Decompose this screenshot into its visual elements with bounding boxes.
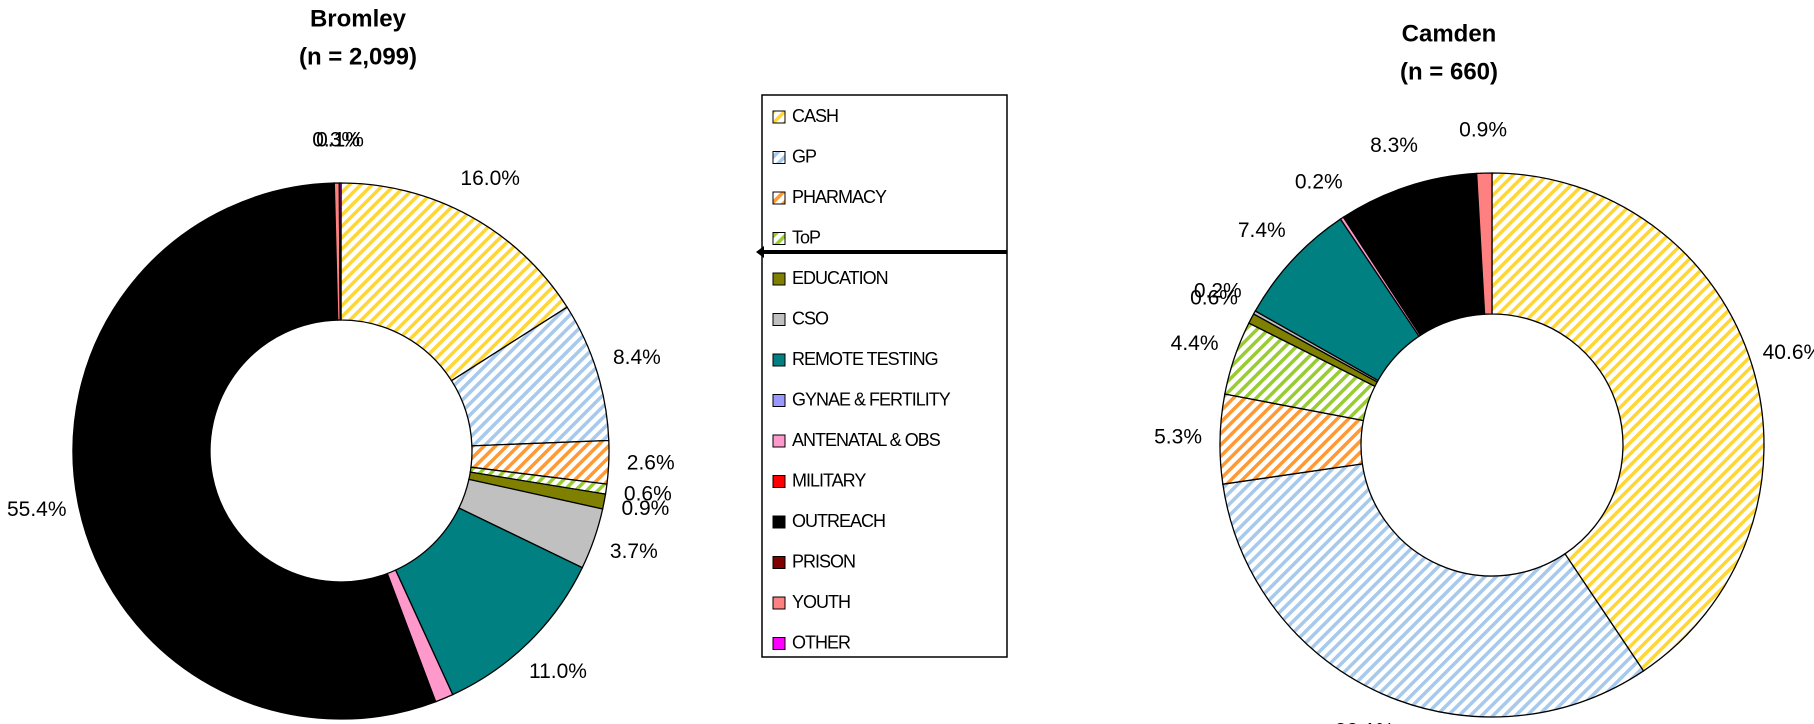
data-label: 0.6% — [624, 483, 672, 506]
slice — [340, 182, 569, 382]
legend-swatch — [772, 353, 786, 367]
data-label: 0.2% — [1194, 280, 1242, 303]
legend-swatch — [772, 232, 786, 245]
data-label: 8.4% — [613, 346, 661, 369]
data-label: 0.9% — [621, 497, 669, 520]
data-label: 5.3% — [1154, 426, 1202, 449]
data-label: 0.6% — [1190, 286, 1238, 309]
legend-label: EDUCATION — [792, 268, 888, 288]
data-label: 3.7% — [610, 540, 658, 563]
data-label: 4.4% — [1171, 332, 1219, 355]
legend-swatch — [772, 191, 786, 205]
legend-swatch — [772, 434, 786, 448]
legend-arrow — [756, 246, 764, 258]
legend-label: CSO — [792, 308, 829, 328]
chart-title: Bromley — [310, 5, 407, 32]
legend-swatch — [772, 475, 786, 488]
legend-label: REMOTE TESTING — [792, 349, 938, 369]
legend-box — [761, 94, 1008, 658]
legend-label: GYNAE & FERTILITY — [792, 389, 951, 409]
legend-swatch — [772, 515, 786, 529]
legend-label: YOUTH — [792, 592, 850, 612]
data-label: 16.0% — [460, 167, 520, 190]
legend-label: PHARMACY — [792, 187, 887, 207]
legend-swatch — [772, 394, 786, 407]
data-label: 55.4% — [7, 498, 67, 521]
legend-swatch — [772, 151, 786, 164]
legend-label: OUTREACH — [792, 511, 885, 531]
legend-swatch — [772, 272, 786, 286]
legend-swatch — [772, 110, 786, 124]
chart-subtitle: (n = 660) — [1400, 58, 1498, 85]
chart-subtitle: (n = 2,099) — [299, 43, 417, 70]
legend-label: MILITARY — [792, 470, 866, 490]
data-label: 32.1% — [1335, 720, 1395, 724]
data-label: 0.2% — [1295, 171, 1343, 194]
data-label: 0.3% — [312, 129, 360, 152]
legend-label: OTHER — [792, 632, 851, 652]
data-label: 11.0% — [529, 660, 587, 683]
data-label: 40.6% — [1763, 341, 1814, 364]
legend-label: CASH — [792, 106, 838, 126]
legend-swatch — [772, 596, 786, 610]
legend-swatch — [772, 556, 786, 569]
data-label: 2.6% — [627, 452, 675, 475]
legend-label: ToP — [792, 227, 821, 247]
slice — [72, 182, 437, 720]
slice — [1222, 463, 1645, 718]
legend-label: ANTENATAL & OBS — [792, 430, 941, 450]
slice — [1491, 172, 1765, 672]
slice — [1475, 172, 1493, 315]
data-label: 0.9% — [1459, 119, 1507, 142]
legend-swatch — [772, 637, 786, 650]
data-label: 0.1% — [316, 129, 364, 152]
data-label: 8.3% — [1370, 134, 1418, 157]
data-label: 7.4% — [1238, 219, 1286, 242]
legend-label: PRISON — [792, 551, 855, 571]
legend-swatch — [772, 313, 786, 326]
slice — [338, 182, 342, 321]
chart-title: Camden — [1402, 20, 1497, 47]
legend-label: GP — [792, 146, 817, 166]
